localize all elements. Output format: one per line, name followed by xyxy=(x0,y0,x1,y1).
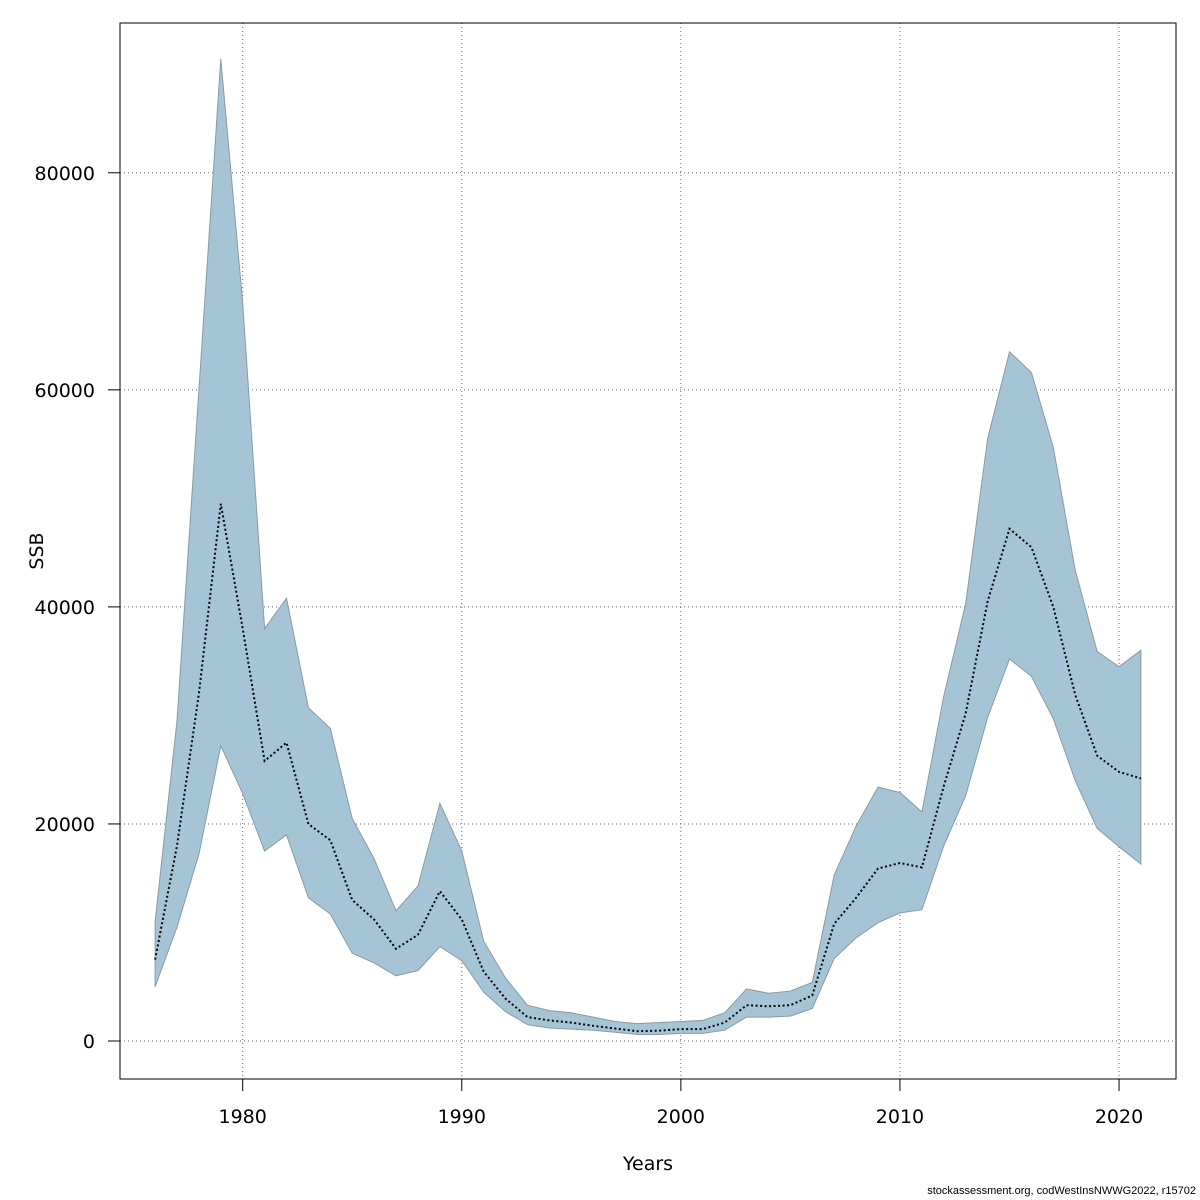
axes: 1980 1990 2000 2010 2020 0 20000 40000 60000 8000… xyxy=(35,163,1144,1128)
y-tick-label: 0 xyxy=(83,1031,95,1053)
x-tick-label: 2000 xyxy=(657,1106,705,1128)
x-axis-title: Years xyxy=(622,1153,673,1175)
y-axis-title: SSB xyxy=(26,532,48,569)
y-tick-label: 60000 xyxy=(35,380,95,402)
footer-note: stockassessment.org, codWestInsNWWG2022,… xyxy=(927,1185,1196,1197)
plot-frame xyxy=(119,22,1177,1080)
x-tick-label: 1990 xyxy=(438,1106,486,1128)
x-tick-label: 2010 xyxy=(876,1106,924,1128)
y-tick-label: 40000 xyxy=(35,597,95,619)
confidence-band-area xyxy=(154,58,1142,1035)
y-tick-label: 20000 xyxy=(35,814,95,836)
confidence-band xyxy=(154,58,1142,1035)
x-tick-label: 2020 xyxy=(1095,1106,1143,1128)
x-tick-label: 1980 xyxy=(219,1106,267,1128)
y-tick-label: 80000 xyxy=(35,163,95,185)
